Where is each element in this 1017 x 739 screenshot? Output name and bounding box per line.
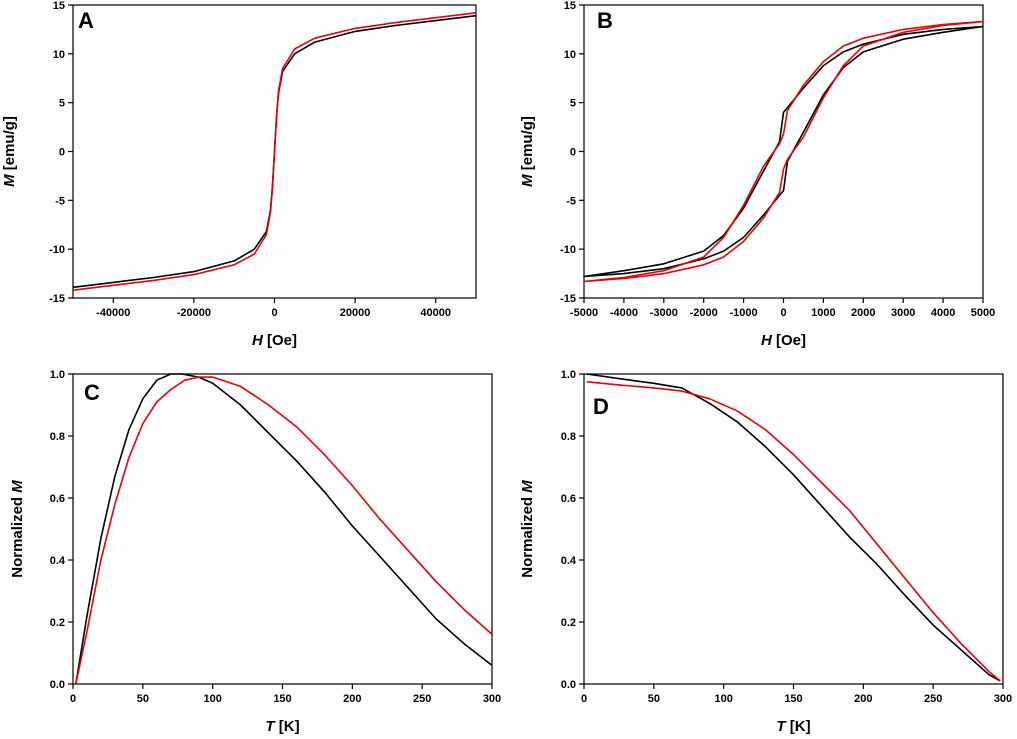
- y-tick-label: 0.0: [50, 679, 65, 691]
- x-tick-label: 0: [581, 693, 587, 705]
- x-tick-label: 150: [784, 693, 802, 705]
- x-tick-label: 50: [137, 693, 149, 705]
- y-tick-label: 0.0: [561, 679, 576, 691]
- x-tick-label: -5000: [570, 307, 598, 319]
- x-tick-label: 1000: [811, 307, 835, 319]
- y-tick-label: -10: [560, 244, 576, 256]
- y-axis-label: Normalized M: [9, 480, 26, 578]
- x-tick-label: 0: [70, 693, 76, 705]
- x-tick-label: 300: [994, 693, 1012, 705]
- y-tick-label: -15: [560, 293, 576, 305]
- y-tick-label: 0: [59, 147, 65, 159]
- y-axis-label: M [emu/g]: [519, 116, 536, 187]
- x-tick-label: -40000: [96, 307, 130, 319]
- plot-frame: [583, 373, 1004, 685]
- series-line-red: [75, 376, 493, 685]
- x-tick-label: 200: [343, 693, 361, 705]
- x-tick-label: -20000: [177, 307, 211, 319]
- x-tick-label: 150: [273, 693, 291, 705]
- y-tick-label: -10: [49, 244, 65, 256]
- y-tick-label: 1.0: [50, 369, 65, 381]
- panel-label: B: [597, 8, 613, 33]
- series-line-black: [75, 373, 493, 685]
- series-line-red: [583, 20, 984, 283]
- x-tick-label: -2000: [690, 307, 718, 319]
- chart-panel-b: -5000 -4000 -3000 -2000 -1000 0 1000 2000 3000 40…: [519, 0, 995, 349]
- x-tick-label: -1000: [730, 307, 758, 319]
- y-tick-label: 10: [564, 49, 576, 61]
- chart-panel-d: 0 50 100 150 200 250 300 0.0 0.2 0.4 0.6 0.8 1.0 D T […: [519, 369, 1012, 735]
- x-tick-label: 5000: [971, 307, 995, 319]
- y-tick-label: 0.6: [50, 493, 65, 505]
- panel-label: A: [78, 8, 94, 33]
- y-tick-label: 1.0: [561, 369, 576, 381]
- y-tick-label: -5: [55, 195, 65, 207]
- x-tick-label: 3000: [891, 307, 915, 319]
- x-tick-label: 20000: [340, 307, 371, 319]
- y-tick-label: 15: [53, 0, 65, 12]
- series-line-black: [583, 25, 984, 278]
- panel-label: C: [84, 380, 100, 405]
- y-tick-label: 0.8: [561, 431, 576, 443]
- x-tick-label: -3000: [650, 307, 678, 319]
- y-tick-label: 0.6: [561, 493, 576, 505]
- y-tick-label: 5: [59, 98, 65, 110]
- x-tick-label: 300: [483, 693, 501, 705]
- x-tick-label: 0: [271, 307, 277, 319]
- y-tick-label: -15: [49, 293, 65, 305]
- y-tick-label: 5: [570, 98, 576, 110]
- y-tick-label: 0.2: [50, 617, 65, 629]
- x-tick-label: 200: [854, 693, 872, 705]
- x-tick-label: 50: [648, 693, 660, 705]
- y-tick-label: 0.4: [50, 555, 66, 567]
- x-axis-label: H [Oe]: [252, 332, 297, 349]
- x-axis-label: H [Oe]: [761, 332, 806, 349]
- chart-panel-a: -40000 -20000 0 20000 40000 -15 -10 -5 0 5 10 15 A H …: [1, 0, 477, 349]
- x-axis-label: T [K]: [776, 718, 810, 735]
- plot-frame: [583, 4, 984, 299]
- y-tick-label: 10: [53, 49, 65, 61]
- x-tick-label: 4000: [931, 307, 955, 319]
- x-tick-label: 100: [203, 693, 221, 705]
- y-tick-label: 0.8: [50, 431, 65, 443]
- panel-label: D: [593, 394, 609, 419]
- x-tick-label: 250: [413, 693, 431, 705]
- plot-frame: [72, 373, 493, 685]
- y-tick-label: 15: [564, 0, 576, 12]
- y-tick-label: -5: [566, 195, 576, 207]
- y-tick-label: 0.2: [561, 617, 576, 629]
- x-tick-label: 40000: [420, 307, 451, 319]
- series-line-red: [586, 381, 1001, 682]
- x-tick-label: 0: [780, 307, 786, 319]
- y-tick-label: 0.4: [561, 555, 577, 567]
- chart-panel-c: 0 50 100 150 200 250 300 0.0 0.2 0.4 0.6 0.8 1.0 C T […: [9, 369, 501, 735]
- x-tick-label: 2000: [851, 307, 875, 319]
- series-line-black: [586, 373, 1001, 682]
- x-tick-label: 250: [924, 693, 942, 705]
- x-tick-label: 100: [714, 693, 732, 705]
- x-tick-label: -4000: [610, 307, 638, 319]
- y-axis-label: M [emu/g]: [1, 116, 18, 187]
- x-axis-label: T [K]: [265, 718, 299, 735]
- y-axis-label: Normalized M: [519, 480, 536, 578]
- series-line-red: [72, 12, 477, 291]
- y-tick-label: 0: [570, 147, 576, 159]
